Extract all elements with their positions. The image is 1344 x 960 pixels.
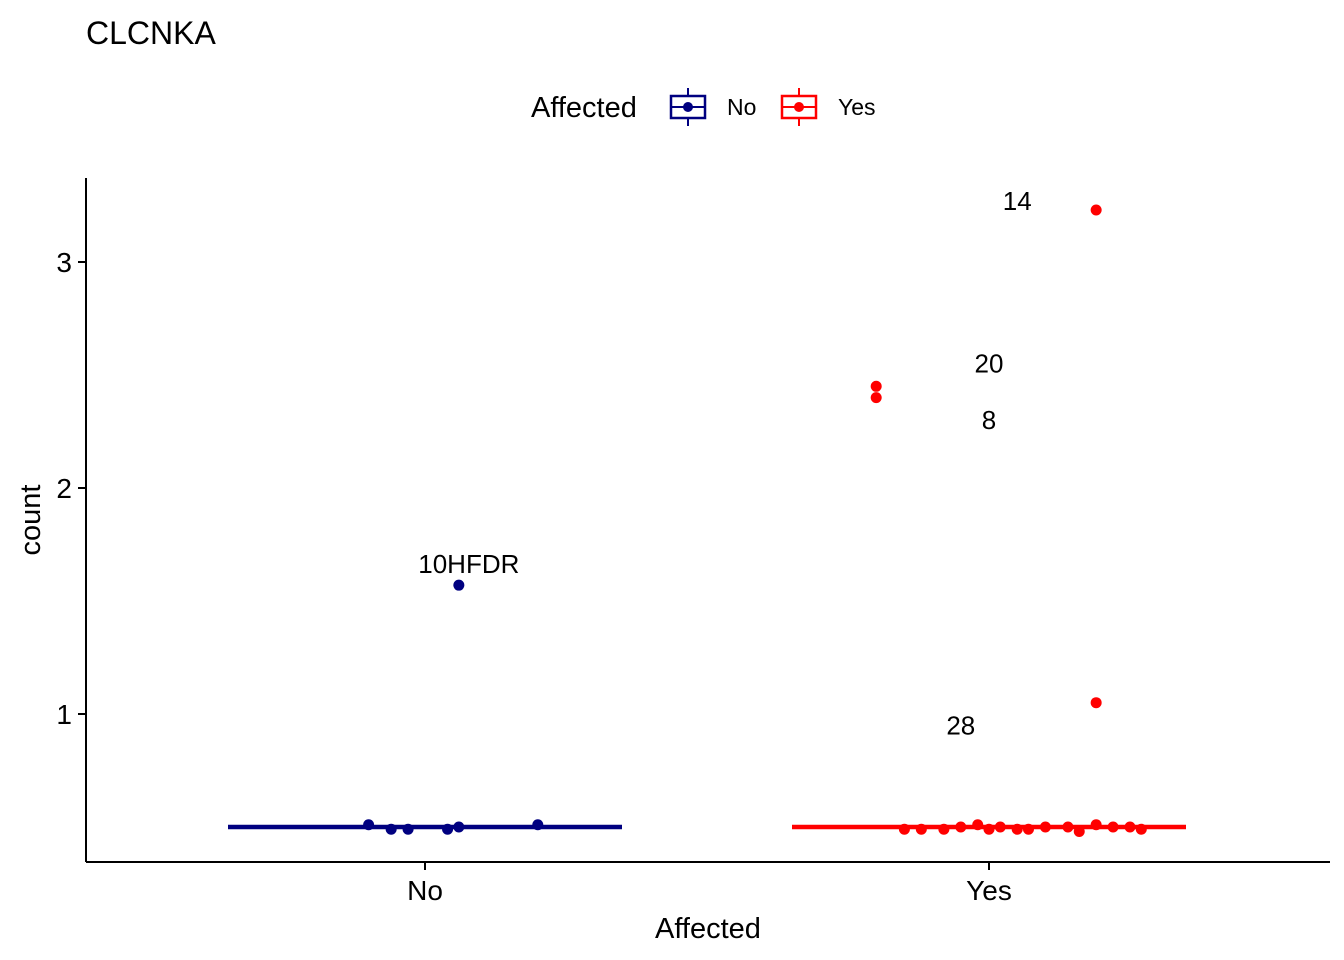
outlier-label: 8 [982, 405, 996, 435]
outlier-label: 14 [1003, 186, 1032, 216]
data-point-yes [898, 823, 910, 835]
x-axis-title: Affected [655, 913, 761, 945]
data-point-no [453, 579, 465, 591]
data-point-yes [870, 392, 882, 404]
data-point-yes [983, 823, 995, 835]
data-point-yes [1073, 826, 1085, 838]
x-tick-label: No [407, 875, 443, 906]
data-point-no [402, 823, 414, 835]
data-point-no [442, 823, 454, 835]
y-tick-label: 3 [56, 247, 72, 278]
data-point-yes [1022, 823, 1034, 835]
data-point-no [385, 823, 397, 835]
data-point-yes [1107, 821, 1119, 833]
legend-key-point-no [683, 102, 693, 112]
data-point-no [532, 819, 544, 831]
data-point-yes [1090, 204, 1102, 216]
y-tick-label: 2 [56, 473, 72, 504]
data-point-yes [994, 821, 1006, 833]
data-point-yes [1090, 819, 1102, 831]
x-tick-label: Yes [966, 875, 1012, 906]
legend-key-point-yes [794, 102, 804, 112]
data-point-yes [1062, 821, 1074, 833]
point-label: 10HFDR [418, 549, 519, 579]
chart-title: CLCNKA [86, 15, 216, 51]
outlier-label: 20 [975, 349, 1004, 379]
data-point-yes [1135, 823, 1147, 835]
data-point-yes [938, 823, 950, 835]
y-tick-label: 1 [56, 699, 72, 730]
data-point-yes [1090, 697, 1102, 709]
data-point-yes [915, 823, 927, 835]
data-point-yes [1011, 823, 1023, 835]
legend-label-no: No [727, 94, 756, 120]
legend-label-yes: Yes [838, 94, 876, 120]
data-point-yes [955, 821, 967, 833]
legend-title: Affected [531, 92, 637, 124]
data-point-yes [1124, 821, 1136, 833]
data-point-yes [870, 380, 882, 392]
y-axis-title: count [15, 485, 47, 556]
data-point-no [453, 821, 465, 833]
data-point-no [363, 819, 375, 831]
data-point-yes [972, 819, 984, 831]
data-point-yes [1039, 821, 1051, 833]
outlier-label: 28 [946, 710, 975, 740]
